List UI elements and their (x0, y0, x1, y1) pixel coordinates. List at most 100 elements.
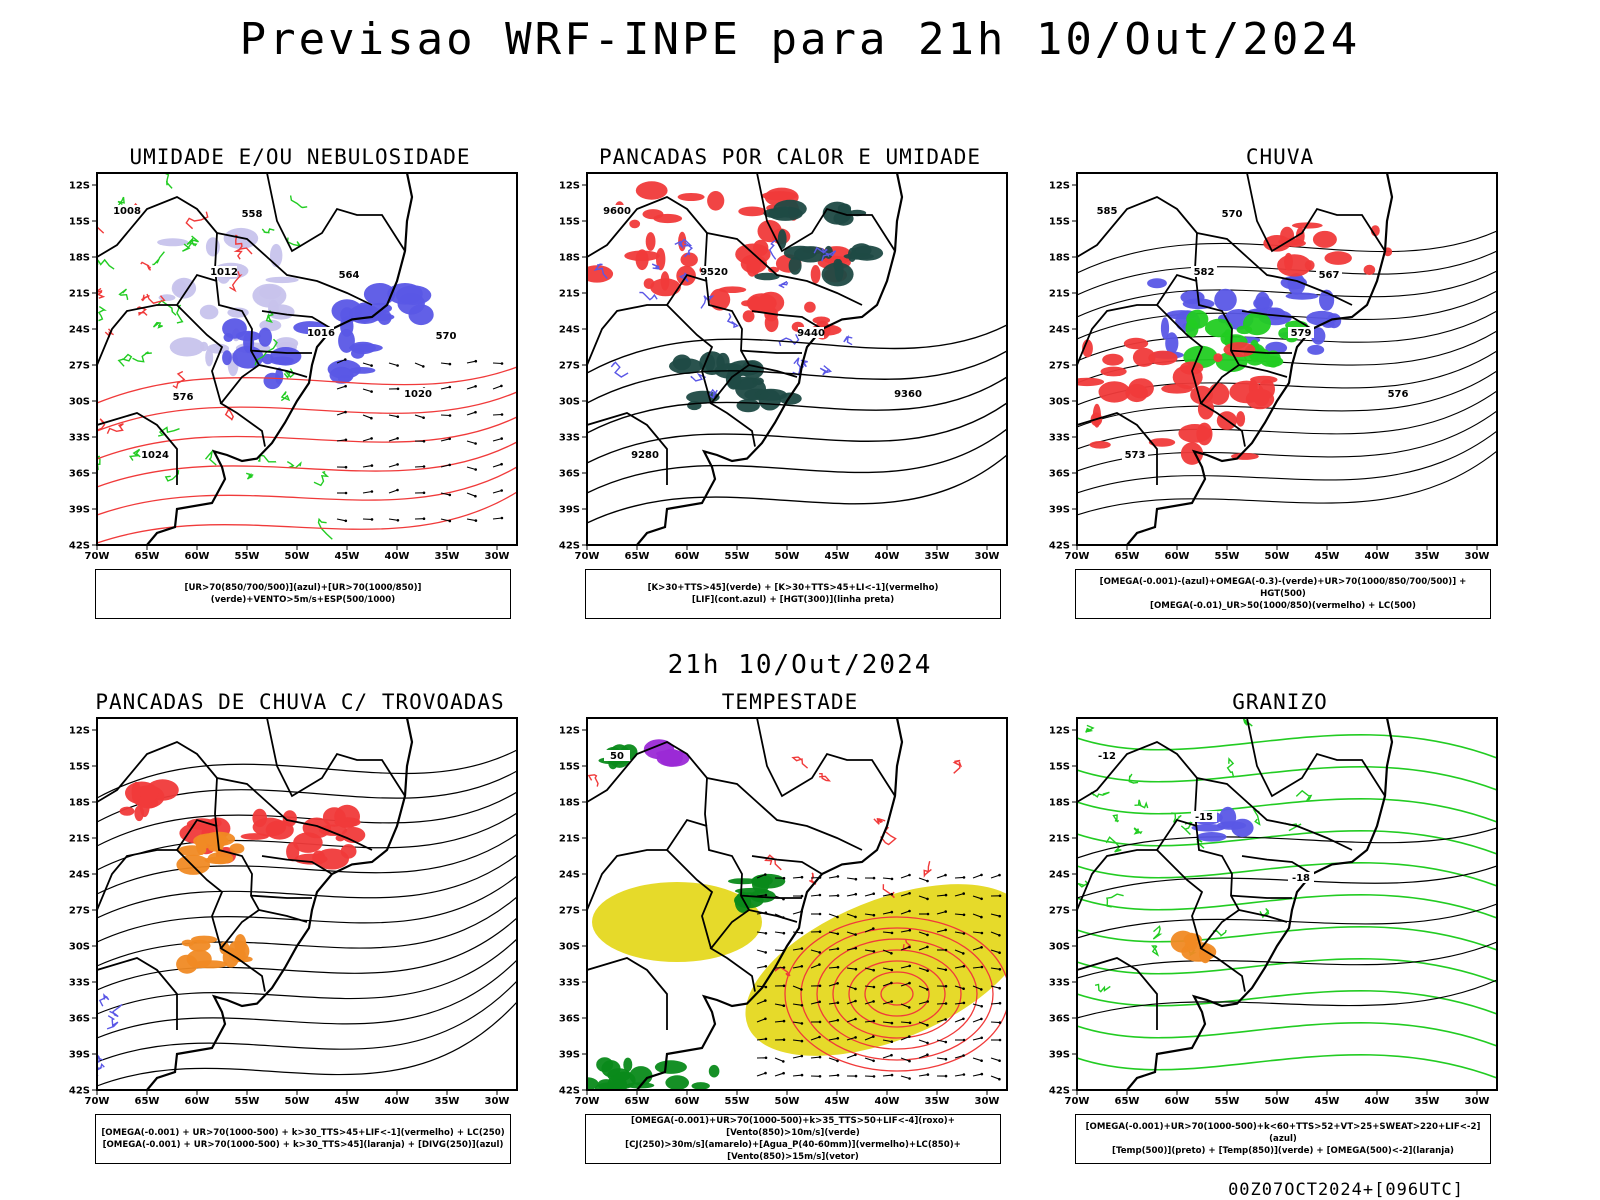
wind-vector (466, 492, 476, 497)
humidity-green-contour (313, 471, 330, 487)
lif-blue-contour (843, 334, 853, 346)
panel-title: UMIDADE E/OU NEBULOSIDADE (129, 145, 471, 169)
wind-vector (980, 1017, 983, 1021)
wind-vector (918, 967, 928, 972)
wind-vector (396, 437, 399, 440)
wind-vector (980, 988, 983, 991)
wind-vector (872, 1035, 875, 1038)
storm-purple-area (656, 750, 690, 767)
temp850-green-contour (1090, 791, 1110, 798)
lat-label: 12S (559, 726, 580, 737)
wind-vector (908, 1021, 912, 1025)
wind-vector (926, 1073, 930, 1076)
thickness-dashed-contour (97, 441, 517, 488)
wind-vector (792, 985, 802, 990)
temp850-green-contour (1106, 893, 1124, 908)
humidity-blue-light-area (252, 283, 287, 308)
wind-vector (800, 947, 804, 950)
wind-vector (990, 1057, 1000, 1062)
wind-vector (474, 494, 477, 498)
wind-vector (900, 929, 910, 933)
wind-vector (908, 1006, 911, 1009)
humidity-green-contour (245, 472, 254, 480)
country-state-border (740, 349, 802, 354)
wind-vector (908, 1059, 911, 1063)
country-state-border (706, 232, 863, 306)
wind-vector (854, 999, 857, 1003)
lon-label: 40W (385, 551, 410, 562)
wind850-green-area (708, 1064, 720, 1078)
omega-blue-area (1307, 344, 1325, 355)
contour-label: 576 (173, 392, 194, 403)
humidity-green-contour (128, 448, 141, 461)
map-frame (96, 172, 518, 546)
wind-vector (926, 1053, 929, 1056)
omega-red-area (1245, 388, 1275, 410)
coastline (146, 173, 414, 545)
lon-label: 60W (185, 1096, 210, 1107)
map-frame (96, 717, 518, 1091)
country-state-border (1077, 195, 1198, 258)
legend-line: [OMEGA(-0.001)-(azul)+OMEGA(-0.3)-(verde… (1099, 577, 1467, 599)
heat-red-area (707, 191, 725, 211)
wind-vector (944, 1074, 948, 1078)
wind-vector (836, 894, 840, 897)
omega-red-area (1128, 378, 1154, 399)
wind-vector (936, 967, 946, 971)
wind-vector (448, 519, 452, 523)
map-field-layer (1077, 718, 1497, 1090)
wind-vector (756, 985, 766, 988)
lon-label: 70W (1065, 1096, 1090, 1107)
lat-label: 39S (559, 1050, 580, 1061)
heat-red-area (660, 271, 670, 291)
heat-red-area (677, 193, 705, 201)
heat-green-area (754, 272, 780, 281)
thickness-dashed-contour (97, 466, 517, 516)
panel-legend: [UR>70(850/700/500)](azul)+[UR>70(1000/8… (95, 569, 511, 619)
wind-vector (908, 981, 911, 985)
wind-vector (774, 966, 785, 969)
temp850-green-contour (1295, 789, 1313, 802)
contour-label: 570 (1222, 209, 1243, 220)
country-state-border (1241, 855, 1313, 875)
humidity-green-contour (97, 455, 101, 471)
wind-vector (818, 951, 821, 954)
wind-vector (362, 437, 372, 442)
map-frame (586, 717, 1008, 1091)
country-state-border (751, 310, 823, 330)
wind-vector (980, 897, 983, 901)
country-state-border (1077, 818, 1198, 911)
contour-label-bg (239, 208, 265, 219)
lat-label: 24S (1049, 325, 1070, 336)
wind-vector (810, 949, 820, 953)
panel-granizo: GRANIZO 12S 15S 18S 21S 24S 27S 30S 33S 36S 39S 42S… (1045, 690, 1515, 1170)
contour-label: 1020 (404, 389, 432, 400)
temp850-green-contour (1252, 809, 1261, 826)
temp850-green-contour (1212, 929, 1227, 937)
wind-vector (962, 913, 966, 917)
temp850-green-contour (1171, 812, 1182, 823)
hgt300-contour (587, 428, 1007, 494)
hgt500-contour (1077, 410, 1497, 472)
humidity-green-contour (152, 321, 163, 329)
humidity-blue-area (351, 347, 365, 359)
contour-label: 1016 (307, 328, 335, 339)
lon-label: 40W (1365, 551, 1390, 562)
contour-label: 573 (1125, 450, 1146, 461)
wind-vector (998, 1001, 1002, 1005)
humidity-green-contour (317, 517, 333, 540)
wind-vector (972, 1073, 982, 1077)
wind-vector (972, 985, 982, 990)
lat-label: 30S (1049, 942, 1070, 953)
lon-label: 50W (775, 1096, 800, 1107)
wind850-green-area (596, 1057, 614, 1072)
wind-vector (756, 873, 766, 879)
omega-green-area (1223, 329, 1233, 341)
temp500-contour (1077, 979, 1497, 1019)
lc850-red-contour (816, 938, 978, 1050)
lat-label: 42S (559, 541, 580, 552)
omega-red-area (1123, 337, 1149, 350)
wind-vector (882, 982, 892, 987)
